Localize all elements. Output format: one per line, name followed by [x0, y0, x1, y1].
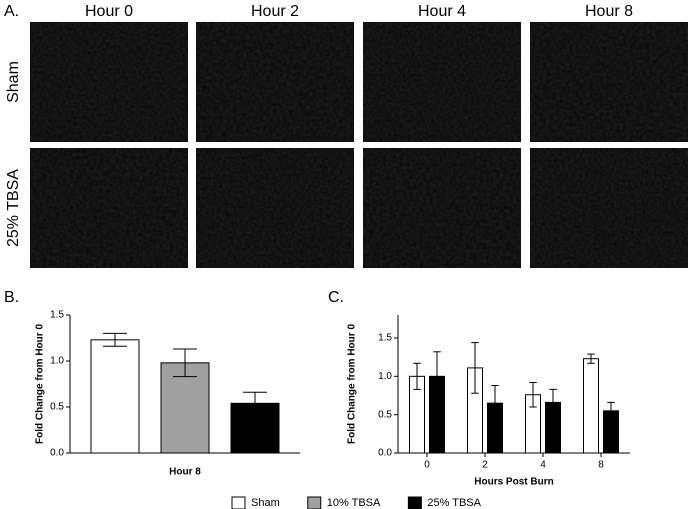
micrograph [530, 148, 688, 268]
legend-label: 25% TBSA [427, 497, 481, 509]
micrograph [363, 22, 521, 142]
charts: B. Fold Change from Hour 0 Hour 8 0.0 0.5 1.0… [4, 289, 630, 488]
legend-label: 10% TBSA [327, 497, 381, 509]
y-tick-label: 0.0 [50, 448, 64, 459]
bar [160, 362, 210, 454]
panel-label: B. [4, 289, 19, 306]
error-bar [529, 381, 537, 408]
error-bar [491, 385, 499, 422]
y-axis-label: Fold Change from Hour 0 [35, 324, 46, 444]
legend-swatch [307, 496, 322, 509]
error-bar [103, 332, 127, 347]
x-axis-label: Hours Post Burn [474, 477, 553, 488]
error-bar [173, 348, 197, 378]
panel-label: A. [4, 3, 19, 20]
legend-swatch [407, 496, 422, 509]
legend-label: Sham [251, 497, 280, 509]
y-axis-label: Fold Change from Hour 0 [347, 324, 358, 444]
x-axis-label: Hour 8 [169, 467, 201, 478]
bar [230, 402, 280, 454]
micrograph [196, 148, 354, 268]
row-label: 25% TBSA [5, 169, 22, 247]
micrograph [196, 22, 354, 142]
micrograph-grid: Hour 0 Hour 2 Hour 4 Hour 8 Sham 25% TBSA [5, 3, 688, 268]
bar [583, 358, 599, 454]
error-bar [549, 388, 557, 416]
panel-label: C. [328, 289, 344, 306]
column-label: Hour 2 [251, 3, 299, 20]
y-tick-label: 1.0 [50, 356, 64, 367]
x-tick-label: 8 [598, 460, 604, 471]
column-label: Hour 4 [418, 3, 466, 20]
error-bar [587, 353, 595, 364]
column-label: Hour 8 [585, 3, 633, 20]
x-tick-label: 4 [540, 460, 546, 471]
y-tick-label: 0.0 [378, 448, 392, 459]
x-tick-label: 0 [424, 460, 430, 471]
error-bar [413, 362, 421, 390]
micrograph [530, 22, 688, 142]
error-bar [243, 391, 267, 415]
micrograph [30, 148, 188, 268]
row-label: Sham [5, 61, 22, 103]
legend: Sham 10% TBSA 25% TBSA [231, 496, 482, 509]
column-label: Hour 0 [85, 3, 133, 20]
x-tick-label: 2 [482, 460, 488, 471]
bar [90, 339, 140, 454]
legend-swatch [231, 496, 246, 509]
error-bar [471, 342, 479, 394]
y-tick-label: 0.5 [50, 402, 64, 413]
error-bar [433, 351, 441, 402]
micrograph [363, 148, 521, 268]
error-bar [607, 401, 615, 420]
micrograph [30, 22, 188, 142]
y-tick-label: 1.0 [378, 371, 392, 382]
y-tick-label: 1.5 [50, 310, 64, 321]
y-tick-label: 1.5 [378, 333, 392, 344]
y-tick-label: 0.5 [378, 409, 392, 420]
